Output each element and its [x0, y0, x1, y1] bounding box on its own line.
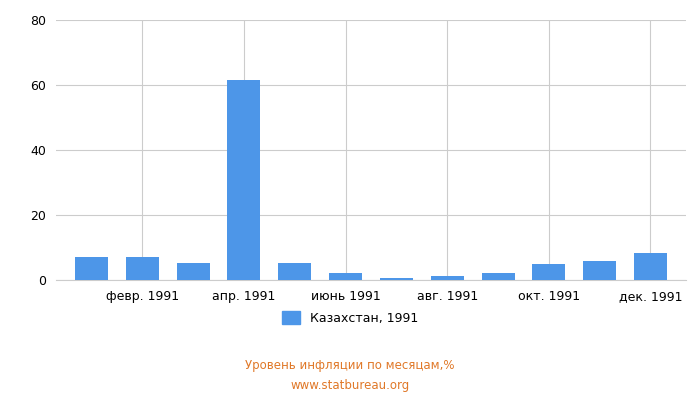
- Bar: [176, 263, 210, 280]
- Bar: [228, 80, 260, 280]
- Legend: Казахстан, 1991: Казахстан, 1991: [276, 306, 424, 330]
- Bar: [126, 257, 159, 280]
- Bar: [430, 276, 463, 280]
- Bar: [634, 253, 667, 280]
- Bar: [279, 263, 312, 280]
- Text: Уровень инфляции по месяцам,%: Уровень инфляции по месяцам,%: [245, 360, 455, 372]
- Bar: [482, 273, 514, 280]
- Bar: [75, 257, 108, 280]
- Bar: [329, 273, 362, 280]
- Bar: [380, 278, 413, 280]
- Bar: [583, 260, 616, 280]
- Bar: [532, 264, 566, 280]
- Text: www.statbureau.org: www.statbureau.org: [290, 380, 410, 392]
